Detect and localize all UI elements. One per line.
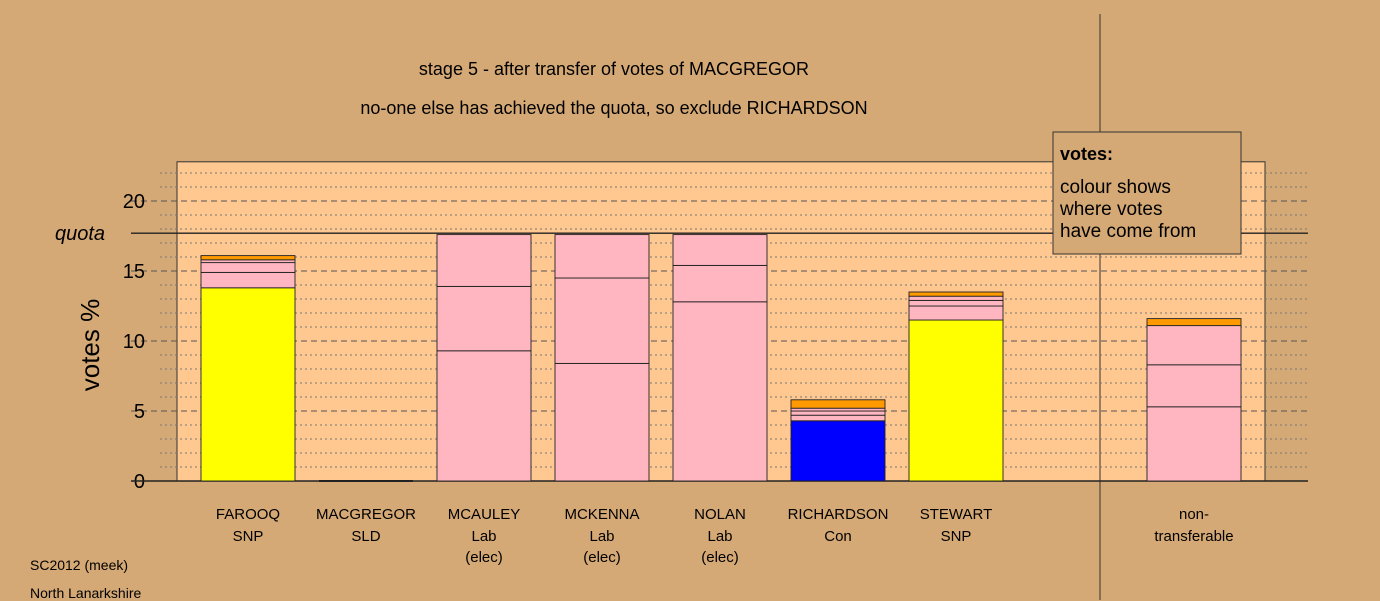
bar-segment — [790, 410, 886, 416]
bar-segment — [790, 420, 886, 482]
bar-segment — [1146, 364, 1242, 408]
bar-label-party: SNP — [233, 528, 264, 545]
legend-line-1: colour shows — [1060, 177, 1171, 198]
bar-label-note: (elec) — [701, 549, 739, 566]
bar-label-name: NOLAN — [694, 506, 746, 523]
bar-segment — [200, 271, 296, 289]
bar-label-note: (elec) — [583, 549, 621, 566]
bar-segment — [436, 350, 532, 482]
legend-line-3: have come from — [1060, 221, 1196, 242]
bar-label-party: Lab — [589, 528, 614, 545]
bar-segment — [436, 234, 532, 287]
legend-line-2: where votes — [1059, 199, 1162, 220]
bar-segment — [672, 301, 768, 482]
bar-segment — [554, 277, 650, 364]
bar-segment — [908, 295, 1004, 301]
y-tick-label: 10 — [123, 331, 145, 353]
bar-label-party: transferable — [1154, 528, 1233, 545]
bar-segment — [790, 399, 886, 409]
bar-segment — [200, 287, 296, 482]
bar-label-name: RICHARDSON — [788, 506, 889, 523]
bar-label-party: Con — [824, 528, 852, 545]
bar-label-party: SLD — [351, 528, 380, 545]
bar-label-name: STEWART — [920, 506, 993, 523]
bar-segment — [1146, 318, 1242, 327]
footer-line-1: SC2012 (meek) — [30, 557, 129, 573]
bar-segment — [554, 362, 650, 482]
bar-segment — [672, 264, 768, 303]
bar-label-name: MCKENNA — [564, 506, 639, 523]
bar-segment — [790, 414, 886, 422]
bar-label-name: MACGREGOR — [316, 506, 416, 523]
bar-segment — [1146, 406, 1242, 482]
bar-label-name: MCAULEY — [448, 506, 521, 523]
legend-title: votes: — [1060, 144, 1113, 164]
bar-segment — [908, 319, 1004, 482]
footer-line-2: North Lanarkshire — [30, 585, 142, 601]
legend: votes: colour shows where votes have com… — [1052, 131, 1242, 255]
quota-label: quota — [55, 223, 105, 245]
bar-label-party: Lab — [471, 528, 496, 545]
bar-segment — [672, 234, 768, 266]
chart-title: stage 5 - after transfer of votes of MAC… — [419, 59, 809, 79]
chart-subtitle: no-one else has achieved the quota, so e… — [360, 98, 867, 118]
y-tick-label: 20 — [123, 191, 145, 213]
bar-label-name: non- — [1179, 506, 1209, 523]
y-axis-label: votes % — [75, 299, 105, 392]
bar-segment — [554, 234, 650, 279]
bar-segment — [200, 262, 296, 273]
bar-segment — [200, 255, 296, 261]
bar-segment — [908, 299, 1004, 307]
bar-segment — [436, 285, 532, 352]
legend-box — [1052, 131, 1242, 255]
y-tick-label: 15 — [123, 261, 145, 283]
bar-segment — [908, 305, 1004, 321]
bar-label-note: (elec) — [465, 549, 503, 566]
y-tick-label: 0 — [134, 471, 145, 493]
bar-label-party: SNP — [941, 528, 972, 545]
y-tick-label: 5 — [134, 401, 145, 423]
bar-label-party: Lab — [707, 528, 732, 545]
bar-label-name: FAROOQ — [216, 506, 280, 523]
bar-segment — [1146, 325, 1242, 366]
bar-segment — [908, 291, 1004, 297]
